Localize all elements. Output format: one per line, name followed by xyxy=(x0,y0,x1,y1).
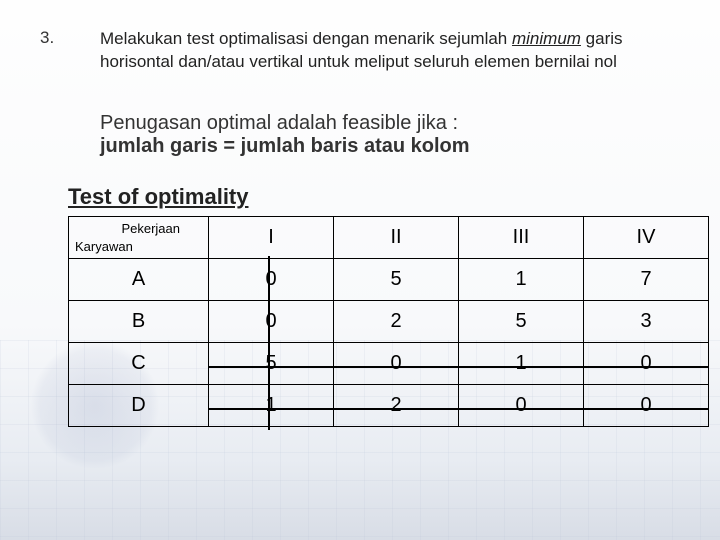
col-header: II xyxy=(334,216,459,258)
row-label: C xyxy=(69,342,209,384)
table-cell: 5 xyxy=(334,258,459,300)
corner-label-bottom: Karyawan xyxy=(75,239,133,254)
table-cell: 0 xyxy=(334,342,459,384)
feasible-block: Penugasan optimal adalah feasible jika :… xyxy=(100,112,680,158)
table-row: D 1 2 0 0 xyxy=(69,384,709,426)
col-header: I xyxy=(209,216,334,258)
table-cell: 0 xyxy=(459,384,584,426)
optimality-table: Pekerjaan Karyawan I II III IV A 0 5 1 7… xyxy=(68,216,709,427)
table-header-row: Pekerjaan Karyawan I II III IV xyxy=(69,216,709,258)
table-row: C 5 0 1 0 xyxy=(69,342,709,384)
table-row: B 0 2 5 3 xyxy=(69,300,709,342)
step-number: 3. xyxy=(40,28,100,74)
table-row: A 0 5 1 7 xyxy=(69,258,709,300)
table-cell: 1 xyxy=(459,258,584,300)
table-cell: 0 xyxy=(209,300,334,342)
step-text-minimum: minimum xyxy=(512,29,581,48)
table-cell: 1 xyxy=(459,342,584,384)
table-cell: 0 xyxy=(584,342,709,384)
step-text: Melakukan test optimalisasi dengan menar… xyxy=(100,28,680,74)
col-header: III xyxy=(459,216,584,258)
feasible-line1: Penugasan optimal adalah feasible jika : xyxy=(100,112,680,135)
corner-label-top: Pekerjaan xyxy=(121,221,180,236)
table-corner: Pekerjaan Karyawan xyxy=(69,216,209,258)
section-title: Test of optimality xyxy=(68,184,680,210)
row-label: A xyxy=(69,258,209,300)
table-cell: 2 xyxy=(334,384,459,426)
row-label: B xyxy=(69,300,209,342)
table-cell: 7 xyxy=(584,258,709,300)
table-cell: 0 xyxy=(209,258,334,300)
col-header: IV xyxy=(584,216,709,258)
table-cell: 5 xyxy=(459,300,584,342)
table-cell: 1 xyxy=(209,384,334,426)
table-cell: 2 xyxy=(334,300,459,342)
table-cell: 0 xyxy=(584,384,709,426)
feasible-line2: jumlah garis = jumlah baris atau kolom xyxy=(100,135,680,158)
row-label: D xyxy=(69,384,209,426)
table-cell: 5 xyxy=(209,342,334,384)
step-text-part1: Melakukan test optimalisasi dengan menar… xyxy=(100,29,512,48)
table-cell: 3 xyxy=(584,300,709,342)
optimality-table-wrap: Pekerjaan Karyawan I II III IV A 0 5 1 7… xyxy=(68,216,708,427)
